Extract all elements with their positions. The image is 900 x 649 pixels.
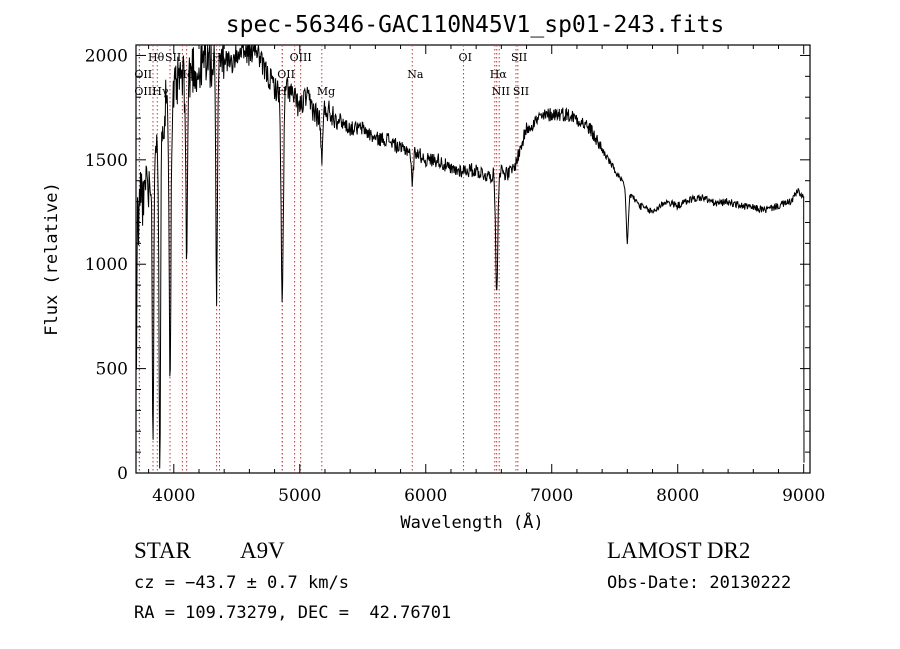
y-tick-label: 1500 [85,151,128,171]
x-tick-label: 4000 [152,486,195,506]
y-tick-label: 500 [96,360,128,380]
plot-area [135,44,811,474]
line-marker-label: Hθ [148,51,165,64]
x-tick-label: 9000 [782,486,825,506]
line-marker-label: Mg [317,85,335,98]
line-marker-label: SII [513,85,529,98]
plot-border [135,44,811,474]
spectral-subclass: A9V [240,538,285,563]
line-marker-label: NII [492,85,510,98]
line-marker-label: Hγ [152,85,169,98]
y-tick-label: 0 [117,464,128,484]
chart-title: spec-56346-GAC110N45V1_sp01-243.fits [226,12,725,38]
x-axis: 4000 5000 6000 7000 8000 9000 [148,45,825,506]
y-axis-label: Flux (relative) [42,182,62,336]
y-axis: 0 500 1000 1500 2000 [85,46,810,484]
line-marker-label: SII [511,51,527,64]
line-marker-label: OIII [134,85,156,98]
x-tick-label: 8000 [656,486,699,506]
line-marker-label: OIII [290,51,312,64]
line-marker-label: OI [459,51,472,64]
line-marker-label: SII [165,51,181,64]
x-tick-label: 5000 [278,486,321,506]
y-tick-label: 2000 [85,46,128,66]
redshift-cz: cz = −43.7 ± 0.7 km/s [134,573,349,593]
survey-name: LAMOST DR2 [607,538,751,563]
emission-line-labels: OIIOIIIHθHγSIIHδHγOIIHβOIIIMgNaOIHαNIISI… [134,51,529,98]
x-tick-label: 7000 [530,486,573,506]
line-marker-label: Na [407,68,424,81]
line-marker-label: OII [134,68,152,81]
line-marker-label: Hα [490,68,508,81]
line-marker-label: OII [277,68,295,81]
x-axis-label: Wavelength (Å) [400,511,543,533]
y-tick-label: 1000 [85,255,128,275]
spectrum-series [135,44,805,469]
observation-date: Obs-Date: 20130222 [607,573,792,593]
coordinates: RA = 109.73279, DEC = 42.76701 [134,603,452,623]
object-class: STAR [134,538,191,563]
x-tick-label: 6000 [404,486,447,506]
